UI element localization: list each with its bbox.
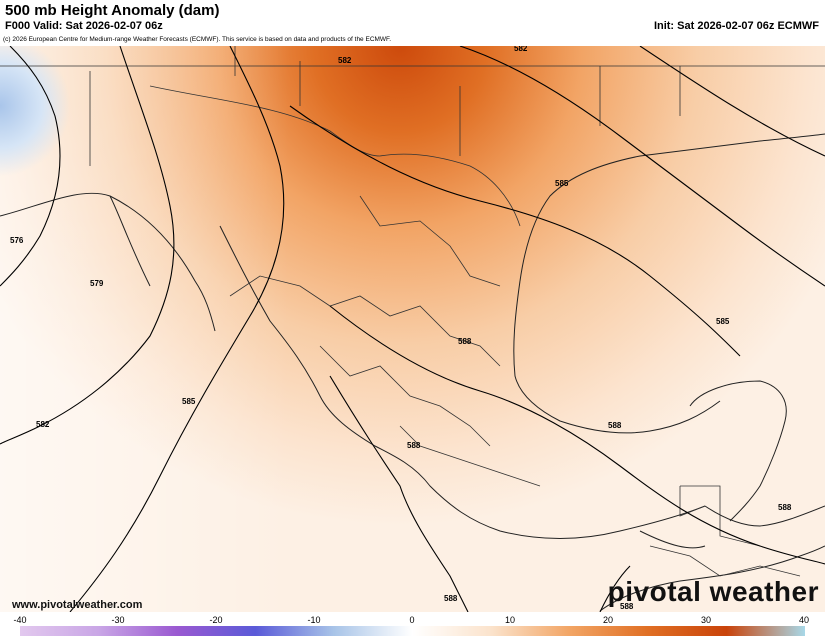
init-time: Init: Sat 2026-02-07 06z ECMWF [653,20,819,32]
colorbar-tick: -40 [13,615,27,625]
contour-label: 582 [36,420,50,429]
map-title: 500 mb Height Anomaly (dam) [5,2,220,19]
copyright-notice: (c) 2026 European Centre for Medium-rang… [3,36,392,43]
colorbar-tick: 30 [700,615,712,625]
contour-label: 588 [458,337,472,346]
colorbar-tick: -20 [209,615,223,625]
colorbar-tick: 40 [798,615,810,625]
political-borders [0,46,825,577]
negative-anomaly-area [0,46,90,246]
brand-logo: pivotal weather [607,576,819,607]
colorbar-tick: 20 [602,615,614,625]
contour-label: 582 [514,46,528,53]
height-anomaly-map: 582 582 576 579 585 585 585 582 588 588 … [0,46,825,612]
coastlines [0,133,825,612]
website-url[interactable]: www.pivotalweather.com [12,599,143,611]
colorbar-tick: 10 [504,615,516,625]
contour-label: 588 [608,421,622,430]
colorbar-tick: -30 [111,615,125,625]
colorbar [0,612,825,638]
colorbar-tick: -10 [307,615,321,625]
contour-label: 588 [778,503,792,512]
contour-label: 588 [444,594,458,603]
contour-label: 585 [716,317,730,326]
contour-label: 576 [10,236,24,245]
height-contours [0,46,825,612]
contour-label: 588 [407,441,421,450]
contour-label: 582 [338,56,352,65]
contour-label: 585 [182,397,196,406]
valid-time: F000 Valid: Sat 2026-02-07 06z [5,20,163,32]
colorbar-ramp [20,626,805,636]
contour-label: 579 [90,279,104,288]
contour-label: 585 [555,179,569,188]
colorbar-scale [20,626,805,636]
colorbar-tick: 0 [409,615,415,625]
contour-label: 588 [620,602,634,611]
contour-labels: 582 582 576 579 585 585 585 582 588 588 … [10,46,792,611]
